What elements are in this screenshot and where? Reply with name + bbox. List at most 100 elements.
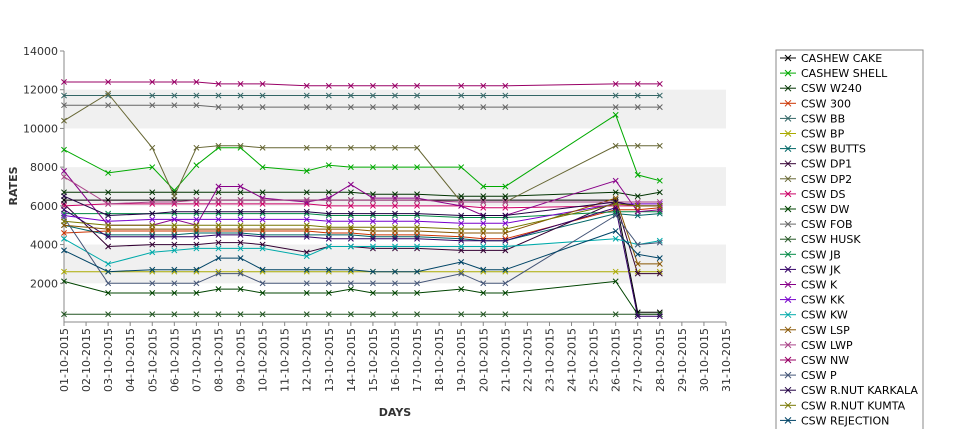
- series-line: [63, 207, 660, 317]
- data-point: [237, 183, 244, 190]
- data-point: [171, 199, 178, 205]
- data-point: [325, 104, 332, 111]
- data-point: [303, 290, 310, 296]
- data-point: [237, 270, 244, 277]
- data-point: [237, 216, 244, 223]
- legend-label: CSW DP2: [801, 173, 852, 186]
- data-point: [215, 104, 222, 111]
- data-point: [325, 189, 332, 196]
- data-point: [392, 82, 398, 89]
- data-point: [347, 104, 354, 111]
- legend-label: CSW R.NUT KARKALA: [801, 384, 918, 397]
- legend-swatch-marker: [784, 160, 792, 168]
- legend-item: CSW 300: [780, 97, 851, 110]
- data-point: [259, 80, 266, 87]
- legend-item: CSW LSP: [780, 324, 850, 337]
- data-point: [237, 142, 244, 149]
- legend-swatch-marker: [784, 115, 792, 122]
- data-point: [414, 104, 421, 111]
- data-point: [347, 243, 354, 250]
- data-point: [502, 92, 509, 99]
- data-point: [480, 243, 487, 250]
- data-point: [303, 216, 310, 223]
- legend-item: CSW JK: [780, 263, 841, 276]
- x-tick-label: 23-10-2015: [543, 328, 556, 392]
- data-point: [414, 280, 421, 287]
- data-point: [414, 144, 421, 151]
- y-axis-label: RATES: [7, 166, 20, 205]
- legend-item: CSW BP: [780, 128, 845, 141]
- data-point: [414, 82, 421, 89]
- legend-item: CSW NW: [780, 354, 849, 367]
- data-point: [458, 259, 465, 265]
- data-point: [612, 278, 619, 285]
- data-point: [193, 266, 200, 273]
- data-point: [61, 206, 67, 213]
- data-point: [325, 144, 332, 151]
- data-point: [259, 197, 266, 204]
- data-point: [656, 255, 663, 262]
- legend-swatch-marker: [784, 69, 792, 77]
- data-point: [369, 82, 376, 89]
- series-21: [61, 79, 663, 89]
- data-point: [105, 92, 112, 99]
- legend-item: CSW DW: [780, 203, 850, 216]
- data-point: [612, 228, 619, 234]
- data-point: [347, 189, 354, 196]
- data-point: [369, 144, 376, 151]
- data-point: [325, 290, 332, 296]
- data-point: [480, 199, 487, 205]
- data-point: [458, 311, 465, 318]
- data-point: [237, 197, 244, 204]
- x-tick-label: 09-10-2015: [235, 328, 248, 392]
- data-point: [414, 92, 421, 99]
- x-tick-label: 15-10-2015: [367, 328, 380, 392]
- series-12: [61, 102, 663, 111]
- y-tick-label: 10000: [23, 122, 58, 135]
- data-point: [237, 80, 244, 87]
- legend-item: CSW BB: [780, 112, 845, 125]
- data-point: [237, 231, 244, 238]
- data-point: [149, 249, 156, 256]
- series-line: [64, 211, 660, 218]
- legend-item: CSW JB: [780, 248, 841, 261]
- legend-item: CSW DP1: [780, 158, 852, 171]
- legend-item: CSW FOB: [780, 218, 853, 231]
- x-tick-label: 22-10-2015: [521, 328, 534, 392]
- data-point: [149, 102, 156, 109]
- data-point: [303, 280, 310, 287]
- data-point: [612, 111, 619, 118]
- data-point: [259, 104, 266, 111]
- x-tick-label: 13-10-2015: [323, 328, 336, 392]
- data-point: [480, 280, 487, 287]
- x-tick-label: 08-10-2015: [212, 328, 225, 392]
- data-point: [303, 92, 310, 99]
- data-point: [325, 92, 332, 99]
- legend-box: [775, 49, 924, 429]
- data-point: [502, 212, 509, 219]
- data-point: [656, 189, 663, 196]
- data-point: [347, 202, 354, 209]
- x-tick-label: 02-10-2015: [80, 328, 93, 392]
- data-point: [347, 280, 354, 287]
- data-point: [458, 193, 465, 200]
- data-point: [634, 142, 641, 149]
- data-point: [193, 144, 200, 151]
- legend-swatch-marker: [784, 250, 792, 258]
- legend-label: CASHEW SHELL: [801, 67, 888, 80]
- data-point: [634, 104, 641, 111]
- data-point: [303, 311, 310, 318]
- data-point: [369, 311, 376, 318]
- data-point: [502, 220, 509, 227]
- data-point: [149, 233, 156, 240]
- data-point: [105, 189, 112, 196]
- data-point: [149, 311, 156, 318]
- x-tick-label: 06-10-2015: [168, 328, 181, 392]
- data-point: [612, 177, 619, 184]
- legend-swatch-marker: [784, 205, 792, 213]
- data-point: [392, 224, 398, 231]
- data-point: [325, 218, 332, 225]
- data-point: [193, 216, 200, 223]
- data-point: [458, 92, 465, 99]
